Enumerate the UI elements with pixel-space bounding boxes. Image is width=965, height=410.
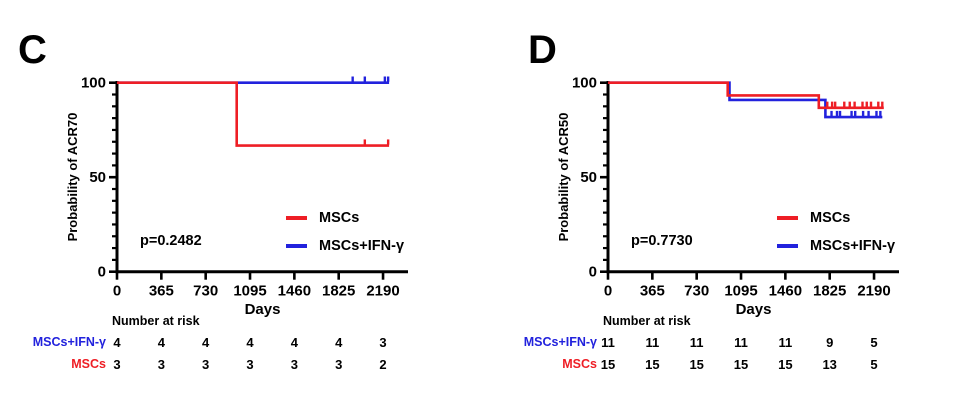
risk-count: 3 <box>379 335 387 350</box>
risk-count: 4 <box>335 335 343 350</box>
x-axis-title: Days <box>244 301 281 318</box>
risk-count: 3 <box>202 357 210 372</box>
risk-count: 4 <box>202 335 210 350</box>
number-at-risk-header: Number at risk <box>603 314 691 328</box>
risk-row-label: MSCs <box>562 357 597 371</box>
blue-line-swatch-icon <box>777 244 798 248</box>
p-value-label: p=0.7730 <box>631 233 693 249</box>
x-tick-label: 730 <box>684 283 709 300</box>
legend-label-mscs: MSCs <box>810 210 851 226</box>
risk-count: 11 <box>778 335 793 350</box>
risk-count: 11 <box>689 335 704 350</box>
risk-count: 15 <box>689 357 704 372</box>
x-tick-label: 1825 <box>322 283 355 300</box>
number-at-risk-header: Number at risk <box>112 314 200 328</box>
y-tick-label: 50 <box>580 169 597 186</box>
legend-item-mscs-ifn: MSCs+IFN-γ <box>286 237 436 255</box>
risk-count: 11 <box>734 335 748 350</box>
legend-item-mscs: MSCs <box>286 209 436 227</box>
legend-item-mscs: MSCs <box>777 209 927 227</box>
x-tick-label: 730 <box>193 283 218 300</box>
risk-row-label: MSCs <box>71 357 106 371</box>
legend-item-mscs-ifn: MSCs+IFN-γ <box>777 237 927 255</box>
risk-count: 11 <box>645 335 660 350</box>
x-tick-label: 1460 <box>769 283 802 300</box>
red-line-swatch-icon <box>286 216 307 220</box>
risk-count: 15 <box>645 357 660 372</box>
y-tick-label: 0 <box>589 264 597 281</box>
risk-count: 4 <box>246 335 254 350</box>
risk-count: 13 <box>822 357 837 372</box>
x-tick-label: 1825 <box>813 283 846 300</box>
legend: MSCs MSCs+IFN-γ <box>286 209 436 265</box>
legend: MSCs MSCs+IFN-γ <box>777 209 927 265</box>
p-value-label: p=0.2482 <box>140 233 202 249</box>
risk-count: 15 <box>778 357 793 372</box>
x-tick-label: 2190 <box>857 283 890 300</box>
y-tick-label: 100 <box>81 75 106 92</box>
risk-count: 11 <box>601 335 615 350</box>
risk-row-label: MSCs+IFN-γ <box>523 335 597 349</box>
y-tick-label: 0 <box>98 264 106 281</box>
panel-letter-d: D <box>528 28 557 72</box>
x-tick-label: 1095 <box>724 283 757 300</box>
panel-acr50: D Probability of ACR50 0 50 100 0 365 730 1095… <box>491 0 965 410</box>
x-tick-label: 0 <box>113 283 121 300</box>
panel-letter-c: C <box>18 28 47 72</box>
y-tick-label: 100 <box>572 75 597 92</box>
risk-count: 4 <box>113 335 121 350</box>
y-tick-label: 50 <box>89 169 106 186</box>
risk-count: 2 <box>379 357 387 372</box>
km-curve-mscs <box>117 81 390 147</box>
risk-count: 3 <box>113 357 121 372</box>
legend-label-mscs-ifn: MSCs+IFN-γ <box>319 238 405 254</box>
risk-count: 4 <box>157 335 165 350</box>
km-plot-acr70: 0 50 100 0 365 730 1095 1460 1825 2190 <box>81 75 408 300</box>
x-tick-label: 1095 <box>233 283 266 300</box>
risk-count: 15 <box>733 357 749 372</box>
x-axis-title: Days <box>735 301 772 318</box>
risk-count: 9 <box>826 335 834 350</box>
x-tick-label: 0 <box>604 283 612 300</box>
legend-label-mscs: MSCs <box>319 210 360 226</box>
blue-line-swatch-icon <box>286 244 307 248</box>
risk-count: 15 <box>600 357 616 372</box>
risk-count: 3 <box>335 357 343 372</box>
km-plot-acr50: 0 50 100 0 365 730 1095 1460 1825 2190 <box>572 75 899 300</box>
legend-label-mscs-ifn: MSCs+IFN-γ <box>810 238 896 254</box>
x-tick-label: 2190 <box>366 283 399 300</box>
risk-count: 3 <box>246 357 254 372</box>
red-line-swatch-icon <box>777 216 798 220</box>
risk-row-label: MSCs+IFN-γ <box>32 335 106 349</box>
km-curve-mscs <box>608 81 884 110</box>
risk-count: 3 <box>290 357 298 372</box>
risk-count: 4 <box>290 335 298 350</box>
x-tick-label: 365 <box>640 283 665 300</box>
risk-count: 3 <box>157 357 165 372</box>
risk-count: 5 <box>870 357 878 372</box>
x-tick-label: 365 <box>149 283 174 300</box>
panel-acr70: C Probability of ACR70 0 50 100 0 365 730 1095… <box>0 0 482 410</box>
risk-count: 5 <box>870 335 878 350</box>
x-tick-label: 1460 <box>278 283 311 300</box>
